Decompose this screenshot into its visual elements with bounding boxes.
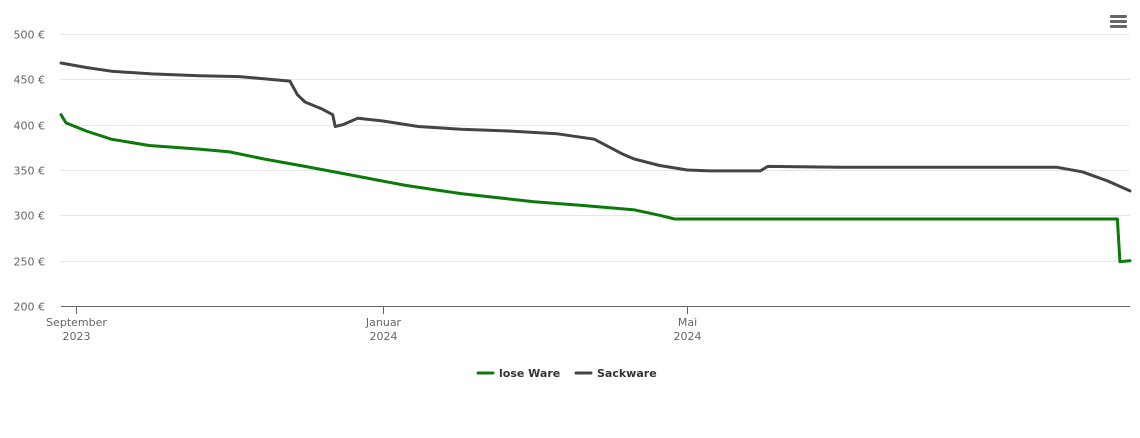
- x-tick-label-month: Januar: [365, 316, 402, 329]
- x-tick-label-year: 2024: [674, 330, 702, 343]
- y-tick-label: 200 €: [14, 301, 46, 314]
- y-tick-label: 450 €: [14, 74, 46, 87]
- context-menu-button[interactable]: [1106, 11, 1132, 33]
- y-tick-label: 250 €: [14, 256, 46, 269]
- series-line-sackware: [59, 61, 1132, 193]
- y-axis: 200 € 250 € 300 € 350 € 400 € 450 € 500 €: [14, 29, 46, 314]
- x-tick-label-year: 2024: [370, 330, 398, 343]
- x-tick-label-month: Mai: [678, 316, 697, 329]
- y-tick-label: 400 €: [14, 120, 46, 133]
- gridlines: [61, 34, 1130, 262]
- series-line-lose-ware: [59, 113, 1132, 264]
- legend-item-sackware[interactable]: Sackware: [574, 367, 657, 380]
- y-tick-label: 300 €: [14, 210, 46, 223]
- legend-item-lose-ware[interactable]: lose Ware: [476, 367, 560, 380]
- legend: lose Ware Sackware: [476, 367, 657, 380]
- series-lines: [59, 61, 1132, 264]
- hamburger-menu-icon: [1110, 15, 1127, 28]
- x-tick-label-year: 2023: [63, 330, 91, 343]
- legend-label: Sackware: [597, 367, 657, 380]
- legend-label: lose Ware: [499, 367, 560, 380]
- y-tick-label: 350 €: [14, 165, 46, 178]
- x-tick-label-month: September: [46, 316, 107, 329]
- y-tick-label: 500 €: [14, 29, 46, 42]
